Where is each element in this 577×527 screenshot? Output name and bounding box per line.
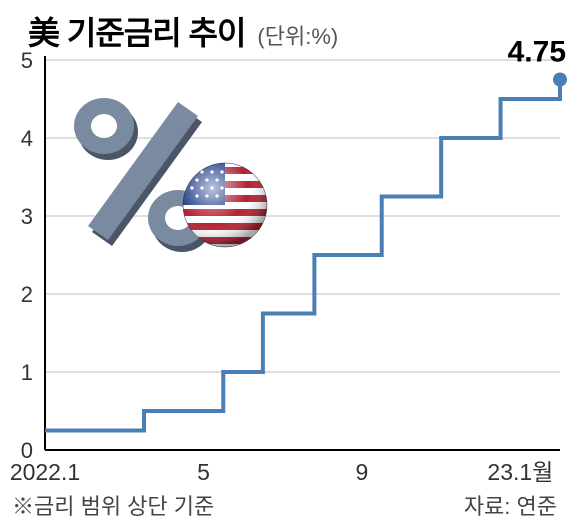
svg-text:23.1월: 23.1월 <box>487 459 553 485</box>
svg-text:5: 5 <box>21 48 33 73</box>
svg-text:2022.1: 2022.1 <box>10 459 80 485</box>
final-value-label: 4.75 <box>508 36 566 69</box>
svg-text:1: 1 <box>21 360 33 385</box>
svg-text:3: 3 <box>21 204 33 229</box>
end-marker <box>553 73 567 87</box>
footnote: ※금리 범위 상단 기준 <box>12 489 214 521</box>
x-axis-ticks: 2022.1 5 9 23.1월 <box>10 459 554 485</box>
svg-text:4: 4 <box>21 126 33 151</box>
y-axis-ticks: 012345 <box>21 48 33 463</box>
source-label: 자료: 연준 <box>464 489 557 521</box>
chart-container: 美 기준금리 추이 (단위:%) 012345 2022.15923.1월 4.… <box>0 0 577 527</box>
svg-text:5: 5 <box>197 459 210 485</box>
svg-text:2: 2 <box>21 282 33 307</box>
chart-footer: ※금리 범위 상단 기준 자료: 연준 <box>12 489 557 521</box>
svg-text:9: 9 <box>356 459 369 485</box>
chart-svg: 012345 2022.15923.1월 4.75 <box>0 0 577 527</box>
us-flag-sphere-icon <box>183 163 267 247</box>
